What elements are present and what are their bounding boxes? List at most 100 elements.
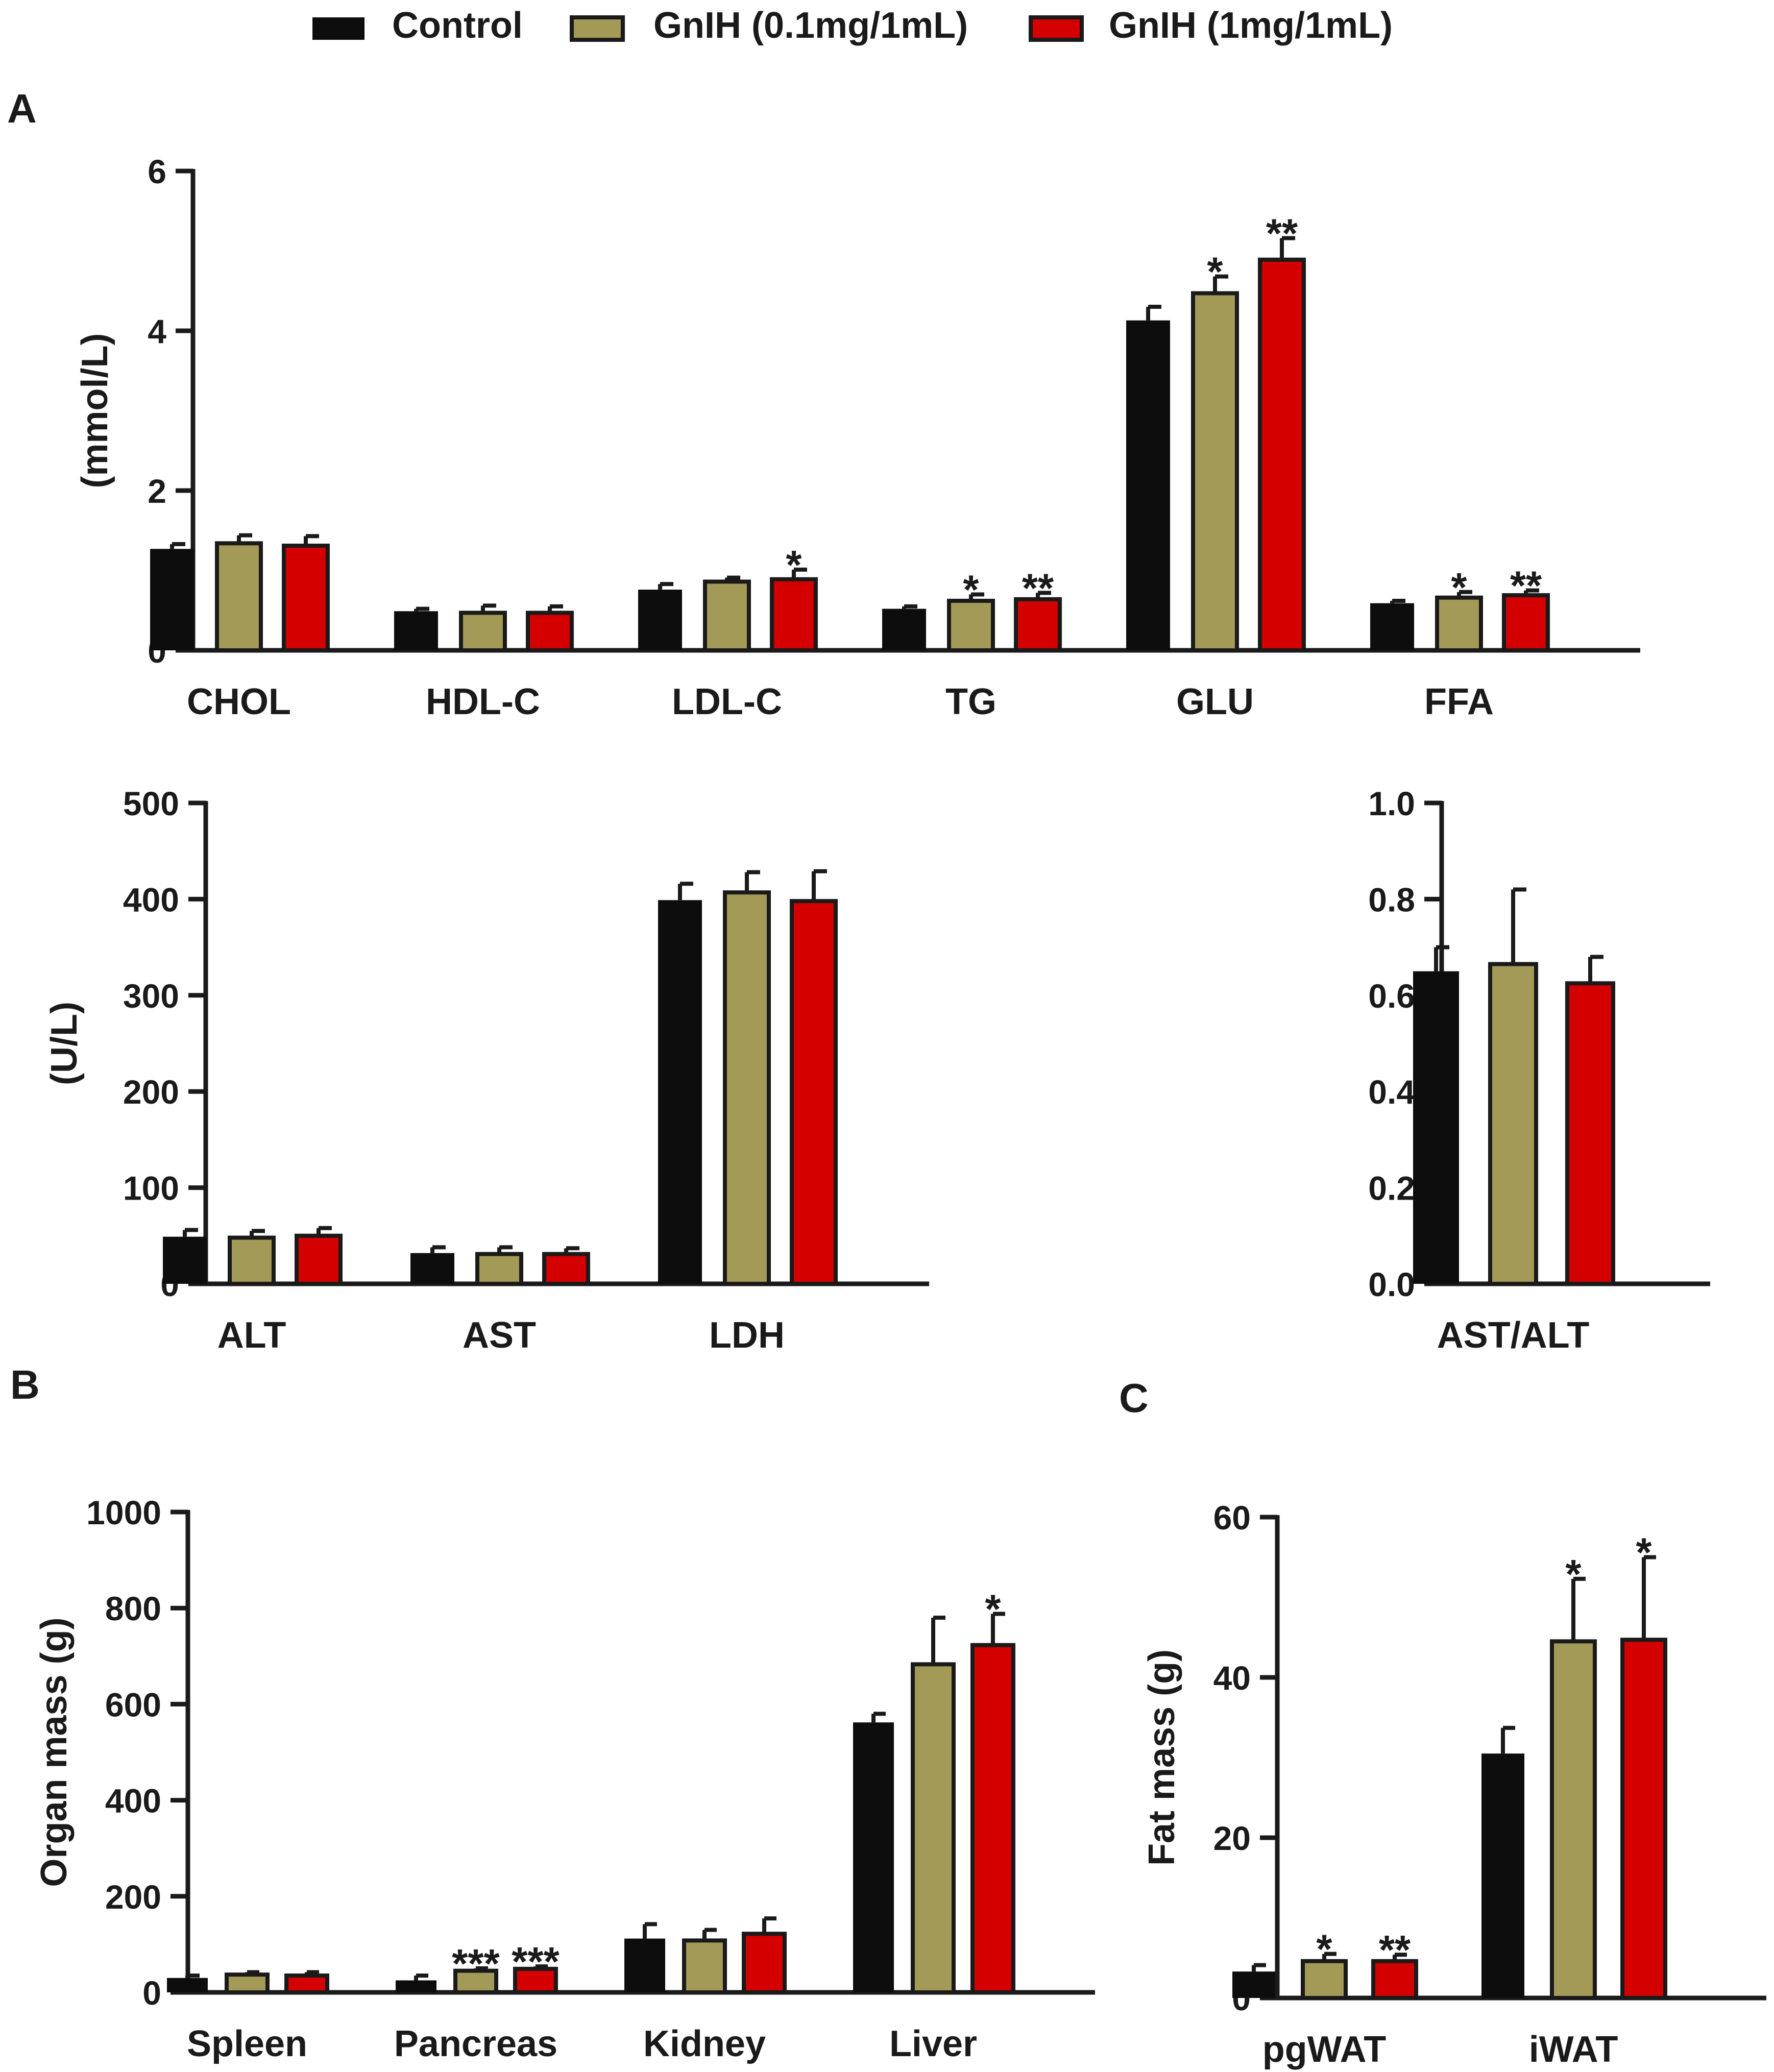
bar-ast-alt-series-1 [1488,962,1538,1286]
y-tick-label: 500 [123,785,179,822]
significance-marker: * [1451,565,1467,610]
bar-tg-series-2 [1014,597,1062,652]
x-category-label: Kidney [643,2024,766,2064]
y-tick-label: 200 [123,1073,179,1111]
bar-liver-series-2 [970,1643,1015,1994]
panel-label-a: A [7,86,37,131]
x-category-label: AST/ALT [1437,1315,1590,1356]
significance-marker: * [786,542,802,588]
x-category-label: iWAT [1529,2029,1618,2070]
significance-marker: * [1636,1530,1652,1575]
bar-hdl-c-series-2 [526,611,574,652]
bar-ast-series-2 [542,1252,590,1286]
bar-pgwat-series-2 [1371,1959,1418,2001]
bar-ldl-c-series-0 [638,590,682,650]
x-category-label: LDH [709,1315,785,1356]
bar-alt-series-2 [295,1233,343,1286]
significance-marker: * [985,1586,1001,1631]
y-tick-label: 400 [123,881,179,918]
y-tick-label: 200 [105,1878,161,1916]
legend-label-gnih-low: GnIH (0.1mg/1mL) [653,5,968,46]
chart-ast-alt-ratio: 0.0 0.2 0.4 0.6 0.8 1.0 AST/ALT [1368,785,1710,1356]
bar-alt-series-1 [228,1235,276,1286]
x-category-label: pgWAT [1262,2029,1387,2070]
legend-label-gnih-high: GnIH (1mg/1mL) [1109,5,1393,46]
x-category-label: TG [945,681,997,722]
y-tick-label: 400 [105,1782,161,1820]
bar-kidney-series-2 [742,1932,787,1994]
bar-ldh-series-0 [658,900,702,1284]
bar-alt-series-0 [163,1236,207,1284]
bar-ast-series-1 [475,1252,523,1286]
bar-ast-alt-series-0 [1413,971,1459,1284]
y-axis-title: (U/L) [44,1002,85,1085]
y-tick-label: 1000 [86,1494,161,1531]
y-tick-label: 800 [105,1590,161,1627]
y-tick-label: 0 [142,1974,161,2012]
x-category-label: CHOL [187,681,291,722]
y-tick-label: 2 [148,472,166,510]
significance-marker: *** [512,1939,560,1984]
bar-ldl-c-series-1 [703,579,751,653]
legend: Control GnIH (0.1mg/1mL) GnIH (1mg/1mL) [312,5,1393,46]
significance-marker: ** [1379,1927,1411,1972]
y-tick-label: 6 [148,153,166,190]
bar-hdl-c-series-0 [394,611,438,650]
bar-kidney-series-1 [682,1938,727,1995]
bar-pancreas-series-1 [453,1968,498,1995]
x-category-label: Pancreas [394,2024,557,2064]
legend-swatch-gnih-low [570,15,625,42]
bar-chol-series-0 [150,549,194,650]
bar-glu-series-2 [1258,257,1306,652]
significance-marker: * [1316,1927,1332,1972]
y-axis-title: Organ mass (g) [34,1617,75,1887]
bar-pancreas-series-2 [513,1966,558,1995]
y-tick-label: 4 [148,312,166,350]
y-tick-label: 0.2 [1368,1169,1415,1207]
y-tick-label: 0.0 [1368,1265,1415,1303]
bar-chol-series-2 [282,543,330,652]
x-category-label: LDL-C [672,681,782,722]
bar-ffa-series-0 [1370,603,1414,650]
bar-iwat-series-0 [1481,1753,1524,1998]
y-tick-label: 40 [1213,1659,1251,1697]
y-tick-label: 100 [123,1169,179,1207]
x-category-label: HDL-C [426,681,540,722]
bar-tg-series-1 [947,598,995,652]
y-tick-label: 60 [1213,1499,1251,1537]
y-tick-label: 300 [123,977,179,1015]
bar-pgwat-series-0 [1232,1971,1275,1998]
bar-pancreas-series-0 [396,1980,436,1992]
y-tick-label: 0.4 [1368,1073,1415,1111]
bar-ffa-series-2 [1502,593,1550,653]
y-tick-label: 0.8 [1368,881,1415,918]
legend-label-control: Control [392,5,523,46]
bar-ast-alt-series-2 [1565,981,1615,1286]
y-tick-label: 0.6 [1368,977,1415,1015]
bar-liver-series-1 [911,1662,956,1995]
bar-glu-series-0 [1126,320,1170,650]
bar-ldh-series-2 [790,899,838,1286]
bar-iwat-series-2 [1620,1638,1667,2000]
legend-swatch-gnih-high [1029,15,1084,42]
x-category-label: FFA [1424,681,1494,722]
bar-spleen-series-1 [225,1972,270,1995]
significance-marker: *** [452,1941,500,1986]
bar-ldl-c-series-2 [770,577,818,652]
panel-label-c: C [1119,1375,1149,1421]
bar-chol-series-1 [215,541,263,653]
bar-ldh-series-1 [723,890,771,1286]
significance-marker: * [1207,249,1223,295]
legend-swatch-control [312,17,364,40]
bar-liver-series-0 [853,1722,894,1992]
y-axis-title: (mmol/L) [75,333,115,489]
x-category-label: AST [463,1315,536,1356]
significance-marker: * [1565,1551,1582,1597]
bar-hdl-c-series-1 [459,611,507,652]
x-category-label: GLU [1176,681,1254,722]
bar-pgwat-series-1 [1301,1959,1348,2001]
significance-marker: ** [1510,563,1542,608]
